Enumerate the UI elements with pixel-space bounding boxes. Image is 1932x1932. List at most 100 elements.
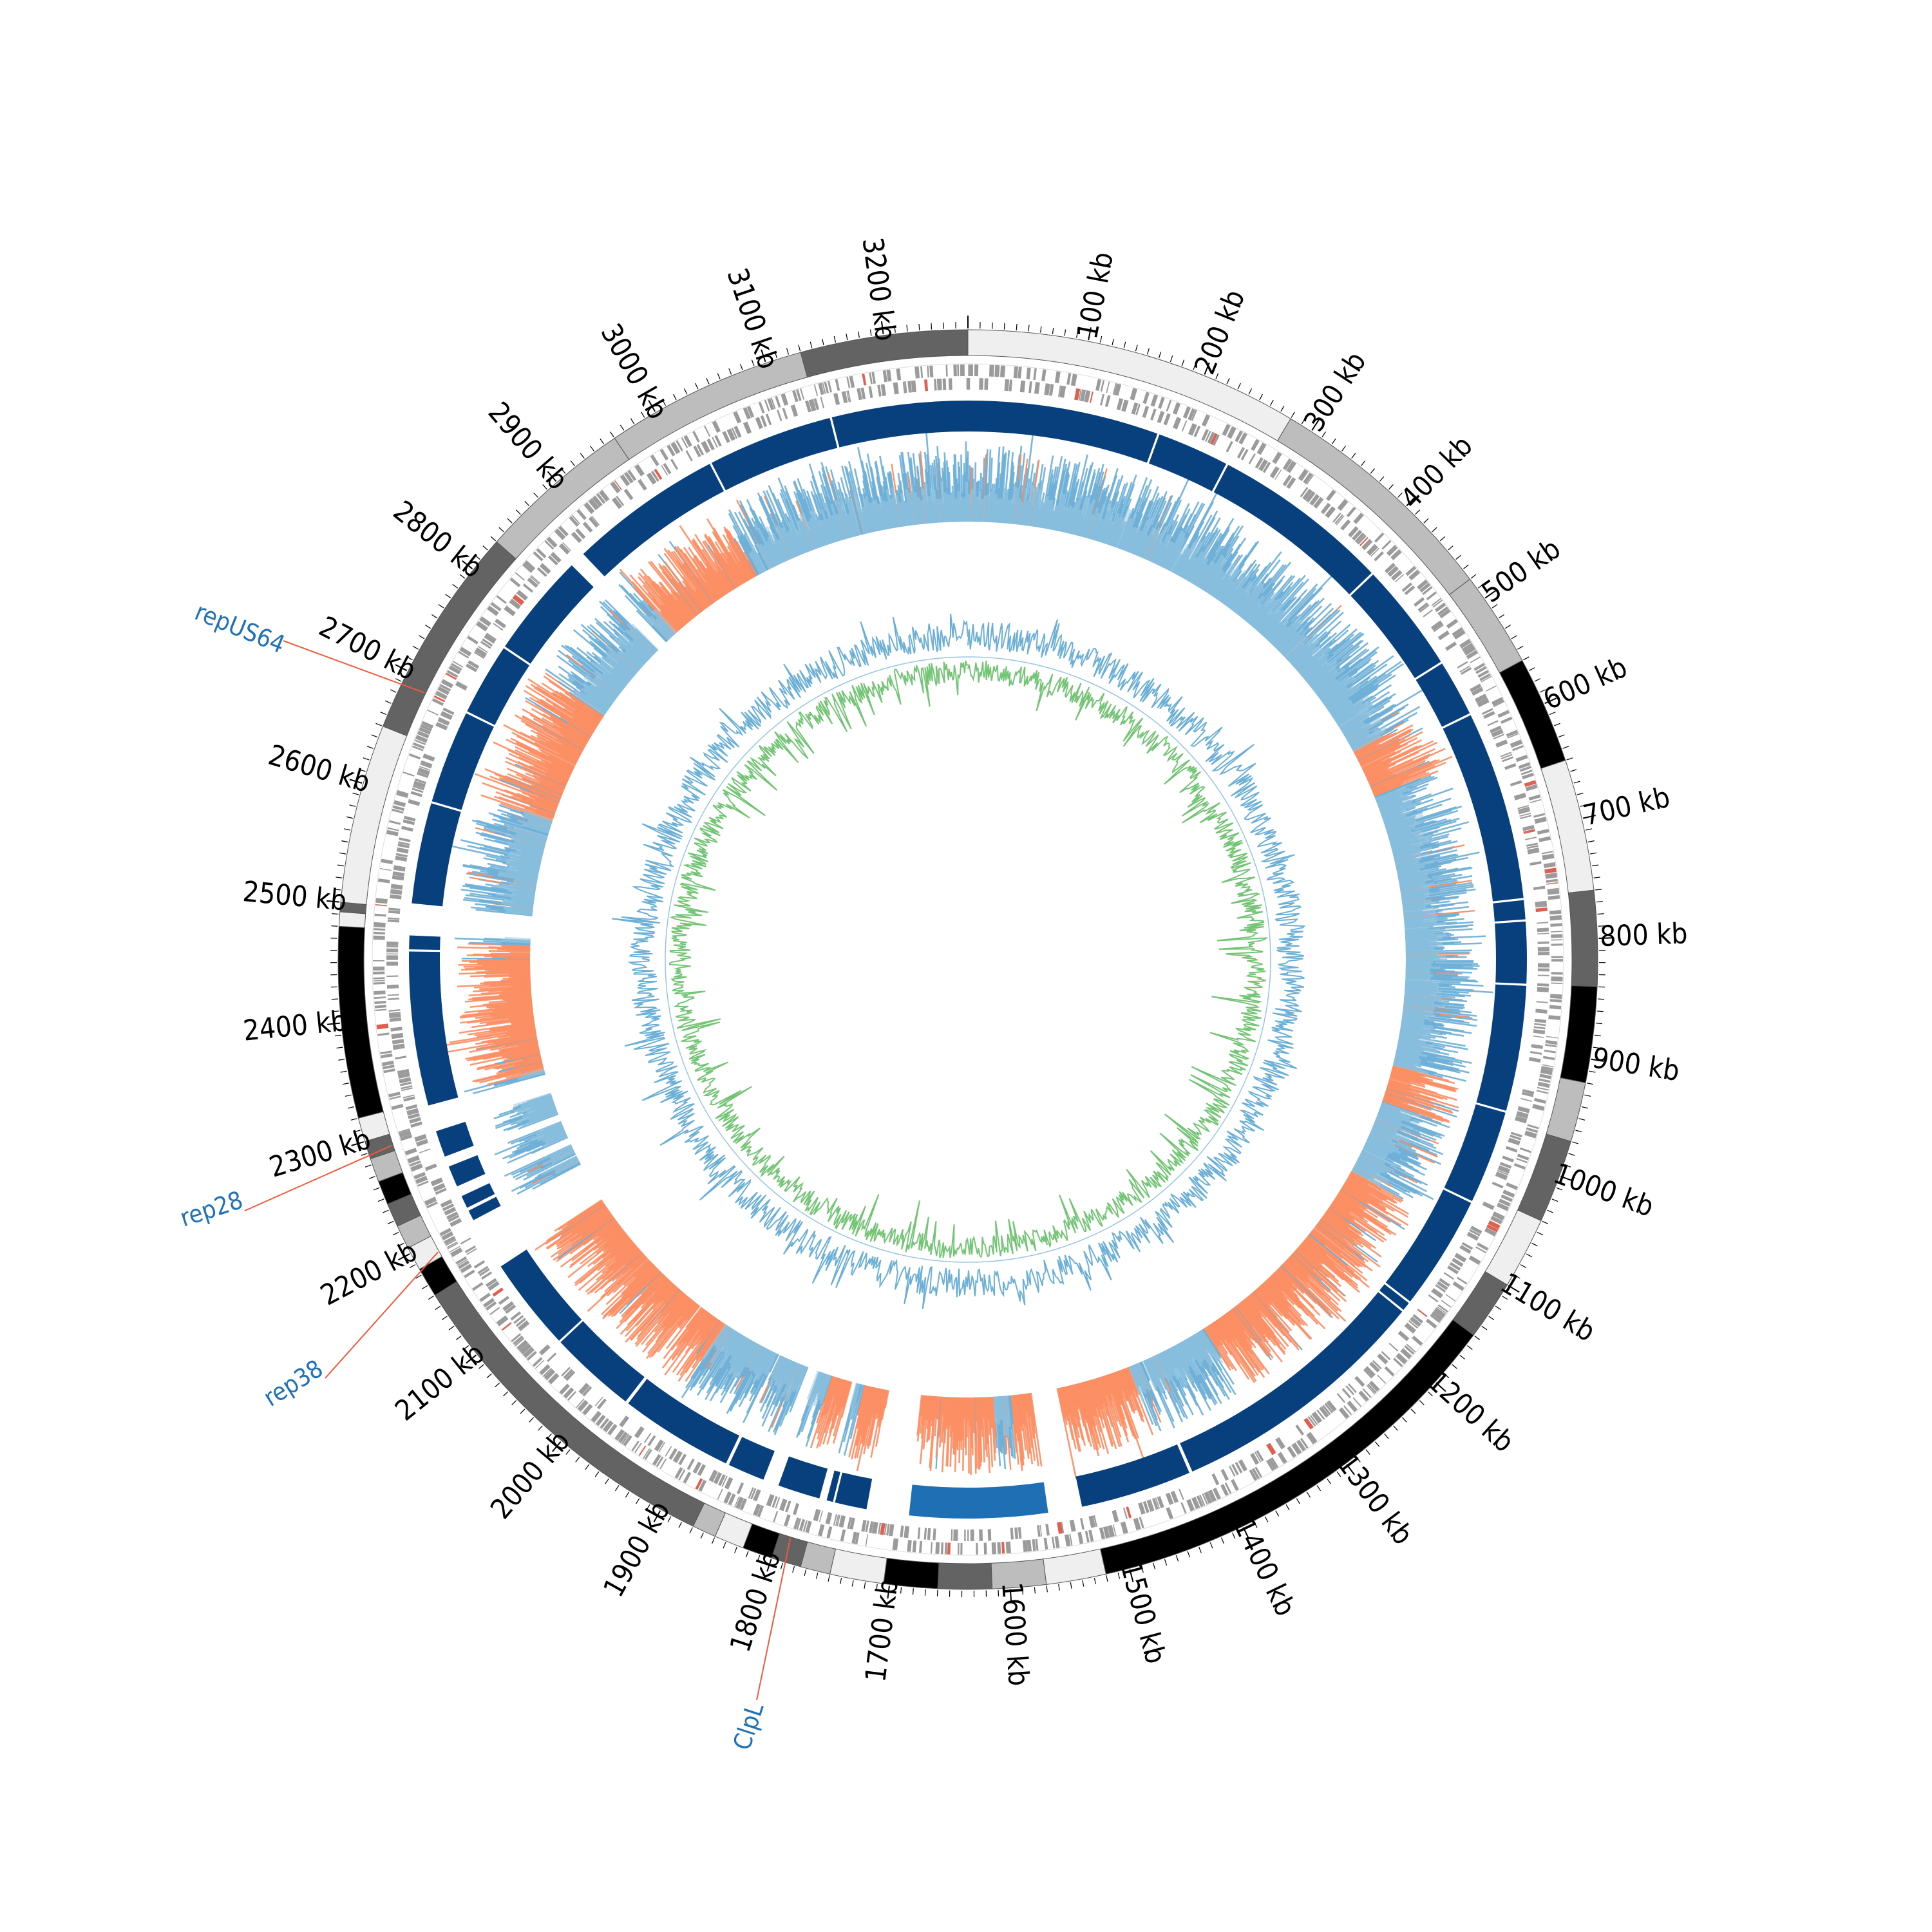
gene-mark: [390, 890, 402, 895]
gene-mark: [1069, 1533, 1073, 1546]
gene-mark: [1493, 701, 1504, 707]
gene-mark: [1272, 451, 1282, 464]
gc-skew-minus-bar: [1349, 1173, 1368, 1186]
minor-tick: [1351, 453, 1356, 459]
gene-mark: [1452, 627, 1464, 637]
gene-mark: [623, 1435, 632, 1446]
gc-skew-minus-bar: [625, 1281, 672, 1332]
minor-tick: [1594, 1034, 1601, 1037]
gc-skew-minus-bar: [638, 572, 685, 627]
gene-mark: [467, 636, 478, 645]
gc-skew-fill: [603, 650, 635, 677]
gc-skew-minus-bar: [721, 570, 735, 590]
gene-mark: [1367, 1383, 1377, 1394]
gc-skew-fill: [1325, 683, 1361, 710]
gc-skew-minus-bar: [726, 545, 749, 582]
gc-skew-minus-bar: [672, 590, 696, 618]
gc-skew-fill: [975, 496, 979, 522]
gc-skew-minus-bar: [1021, 1394, 1031, 1454]
gc-skew-fill: [1401, 1018, 1425, 1025]
minor-tick: [1584, 1094, 1591, 1097]
gc-skew-minus-bar: [1391, 1070, 1429, 1081]
gene-mark: [1202, 1493, 1208, 1505]
gc-skew-fill: [629, 629, 656, 655]
gene-mark: [388, 820, 401, 825]
gene-mark: [933, 1528, 936, 1540]
gene-mark: [383, 1065, 395, 1070]
gc-skew-minus-bar: [486, 1017, 535, 1025]
gene-mark: [1545, 872, 1558, 879]
gc-skew-minus-bar: [494, 795, 554, 818]
gc-skew-minus-bar: [506, 739, 573, 772]
gene-mark: [731, 428, 738, 439]
gc-skew-minus-bar: [590, 1249, 641, 1293]
gc-skew-plus-bar: [1307, 665, 1331, 684]
gc-skew-fill: [1405, 952, 1438, 956]
gene-mark: [458, 1260, 470, 1269]
gene-mark: [755, 417, 763, 430]
gc-skew-fill: [585, 694, 609, 712]
gc-skew-minus-bar: [1305, 1236, 1358, 1280]
gc-skew-fill: [1182, 556, 1198, 580]
gene-mark: [1044, 383, 1050, 395]
gc-skew-minus-bar: [459, 1021, 535, 1034]
gc-skew-minus-bar: [1371, 755, 1453, 791]
gene-mark: [1461, 643, 1473, 652]
gene-mark: [1037, 1525, 1041, 1537]
gc-skew-minus-bar: [488, 987, 531, 992]
gc-skew-minus-bar: [623, 1260, 651, 1286]
gc-skew-minus-bar: [1325, 1211, 1377, 1249]
gc-skew-fill: [801, 513, 817, 549]
gc-skew-minus-bar: [465, 1043, 539, 1060]
gc-skew-minus-bar: [504, 789, 557, 810]
gene-mark: [1544, 867, 1557, 874]
gc-skew-minus-bar: [956, 1397, 959, 1448]
gc-skew-minus-bar: [512, 1052, 541, 1061]
gene-mark: [1426, 591, 1437, 601]
gc-skew-plus-bar: [737, 535, 760, 576]
gc-skew-fill: [506, 841, 544, 854]
gc-skew-minus-bar: [935, 1396, 942, 1458]
gc-skew-minus-bar: [639, 1287, 679, 1332]
gene-mark: [1374, 532, 1385, 543]
gc-skew-minus-bar: [1285, 1260, 1323, 1296]
gene-mark: [466, 1248, 477, 1255]
gc-skew-minus-bar: [507, 773, 562, 797]
gene-mark: [426, 1201, 438, 1209]
gene-mark: [1551, 982, 1563, 985]
gc-skew-minus-bar: [1390, 1075, 1410, 1083]
gc-skew-minus-bar: [621, 1263, 654, 1294]
gc-skew-fill: [1043, 499, 1051, 529]
gc-skew-minus-bar: [954, 1397, 958, 1472]
gc-skew-minus-bar: [677, 1312, 710, 1356]
gc-skew-minus-bar: [569, 1226, 622, 1269]
gene-mark: [1423, 609, 1434, 618]
gc-skew-minus-bar: [502, 777, 560, 802]
gc-skew-fill: [773, 1357, 787, 1382]
minor-tick: [1153, 1562, 1156, 1569]
minor-tick: [1577, 792, 1584, 795]
gc-skew-minus-bar: [525, 685, 596, 730]
gc-skew-minus-bar: [610, 1236, 630, 1253]
gene-mark: [1528, 794, 1541, 801]
gc-skew-minus-bar: [510, 737, 574, 770]
gc-skew-fill: [774, 1358, 790, 1387]
contig-block: [628, 1379, 740, 1464]
gene-mark: [623, 488, 634, 500]
gc-skew-minus-bar: [496, 1061, 543, 1075]
minor-tick: [511, 1400, 517, 1406]
gc-skew-fill: [1144, 527, 1161, 560]
minor-tick: [1492, 604, 1498, 609]
gene-mark: [1001, 1542, 1005, 1554]
gc-skew-minus-bar: [1367, 759, 1414, 781]
gc-skew-minus-bar: [1225, 1312, 1251, 1347]
gc-skew-fill: [1005, 500, 1010, 524]
gc-skew-minus-bar: [695, 589, 710, 607]
gene-mark: [1454, 630, 1466, 640]
gc-skew-minus-bar: [928, 1396, 934, 1440]
gc-skew-fill: [583, 687, 612, 708]
gc-skew-minus-bar: [702, 540, 735, 591]
gc-skew-minus-bar: [1347, 1176, 1388, 1200]
gc-skew-minus-bar: [544, 775, 567, 786]
gc-skew-plus-bar: [1140, 1361, 1150, 1382]
